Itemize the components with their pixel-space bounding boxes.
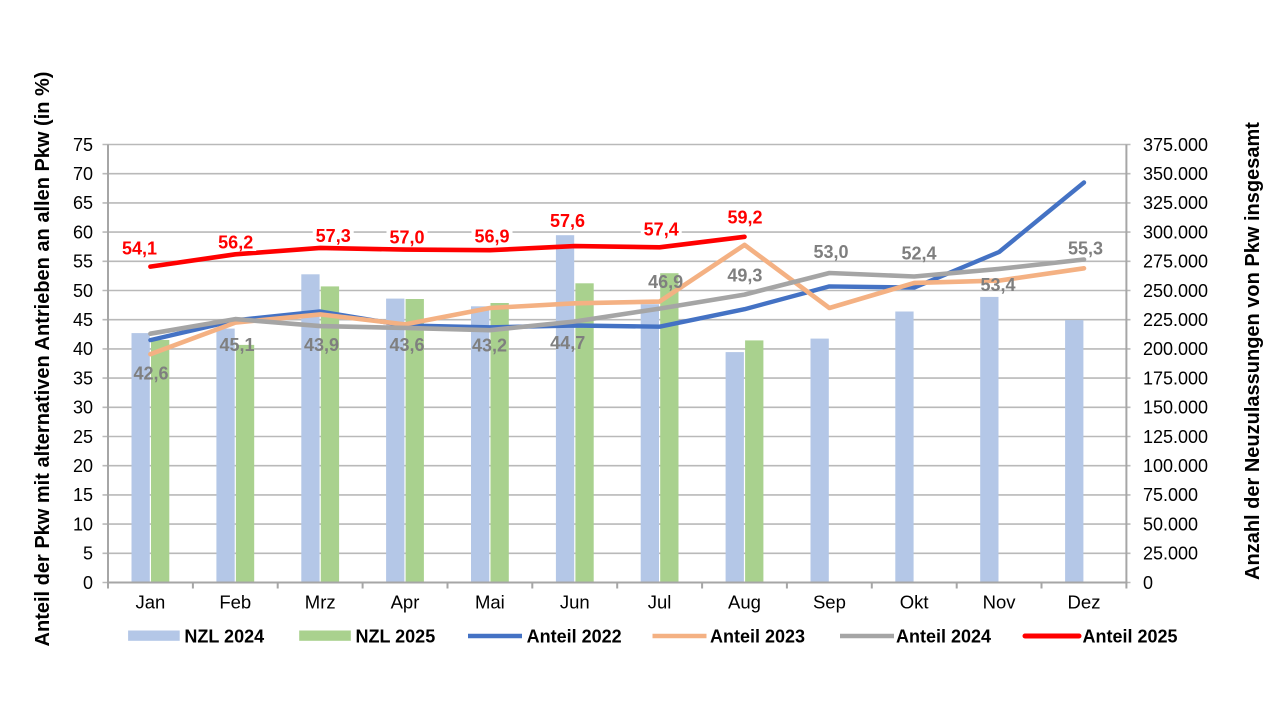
svg-text:200.000: 200.000 [1143,339,1208,359]
svg-text:100.000: 100.000 [1143,456,1208,476]
svg-text:75.000: 75.000 [1143,485,1198,505]
svg-text:20: 20 [73,456,93,476]
svg-text:Sep: Sep [813,591,846,612]
svg-text:325.000: 325.000 [1143,193,1208,213]
svg-text:Jun: Jun [560,591,590,612]
svg-text:0: 0 [83,573,93,593]
svg-text:44,7: 44,7 [550,333,585,353]
svg-text:57,4: 57,4 [644,220,679,240]
svg-text:59,2: 59,2 [727,207,762,227]
svg-text:40: 40 [73,339,93,359]
svg-text:53,4: 53,4 [980,275,1015,295]
svg-text:60: 60 [73,222,93,242]
svg-text:45: 45 [73,310,93,330]
svg-text:42,6: 42,6 [133,363,168,383]
svg-text:225.000: 225.000 [1143,310,1208,330]
svg-text:30: 30 [73,398,93,418]
svg-text:375.000: 375.000 [1143,135,1208,155]
svg-text:NZL 2025: NZL 2025 [356,626,436,646]
svg-text:Feb: Feb [219,591,251,612]
svg-text:52,4: 52,4 [901,244,936,264]
svg-text:70: 70 [73,164,93,184]
svg-text:NZL 2024: NZL 2024 [184,626,264,646]
svg-text:53,0: 53,0 [813,242,848,262]
svg-text:150.000: 150.000 [1143,398,1208,418]
svg-text:57,0: 57,0 [389,227,424,247]
svg-text:55,3: 55,3 [1068,239,1103,259]
svg-text:Anteil 2025: Anteil 2025 [1083,626,1178,646]
svg-text:57,3: 57,3 [316,226,351,246]
svg-text:Apr: Apr [391,591,420,612]
svg-text:75: 75 [73,135,93,155]
svg-text:43,9: 43,9 [304,335,339,355]
svg-text:50.000: 50.000 [1143,514,1198,534]
svg-text:Aug: Aug [728,591,761,612]
svg-text:175.000: 175.000 [1143,368,1208,388]
svg-text:5: 5 [83,544,93,564]
svg-text:300.000: 300.000 [1143,222,1208,242]
svg-text:15: 15 [73,485,93,505]
svg-text:Anteil 2023: Anteil 2023 [710,626,805,646]
svg-text:Anteil 2022: Anteil 2022 [527,626,622,646]
svg-text:Mrz: Mrz [305,591,336,612]
svg-text:56,2: 56,2 [218,232,253,252]
svg-text:250.000: 250.000 [1143,281,1208,301]
svg-text:125.000: 125.000 [1143,427,1208,447]
svg-text:Anteil 2024: Anteil 2024 [896,626,991,646]
svg-text:Jul: Jul [648,591,672,612]
svg-text:43,2: 43,2 [472,335,507,355]
svg-text:43,6: 43,6 [389,335,424,355]
svg-text:55: 55 [73,252,93,272]
svg-text:46,9: 46,9 [648,272,683,292]
svg-text:57,6: 57,6 [550,211,585,231]
svg-text:54,1: 54,1 [122,238,157,258]
svg-text:Nov: Nov [983,591,1017,612]
svg-text:350.000: 350.000 [1143,164,1208,184]
svg-text:56,9: 56,9 [474,227,509,247]
svg-text:35: 35 [73,368,93,388]
svg-text:Okt: Okt [900,591,929,612]
svg-text:25.000: 25.000 [1143,544,1198,564]
svg-text:50: 50 [73,281,93,301]
svg-text:10: 10 [73,514,93,534]
svg-text:49,3: 49,3 [727,266,762,286]
svg-text:Jan: Jan [135,591,165,612]
svg-text:65: 65 [73,193,93,213]
svg-text:Mai: Mai [475,591,505,612]
svg-text:0: 0 [1143,573,1153,593]
svg-text:45,1: 45,1 [219,335,254,355]
svg-text:Anzahl der Neuzulassungen von: Anzahl der Neuzulassungen von Pkw insges… [1242,122,1264,580]
svg-text:Anteil der Pkw mit alternative: Anteil der Pkw mit alternativen Antriebe… [32,72,54,647]
svg-text:Dez: Dez [1068,591,1101,612]
svg-text:275.000: 275.000 [1143,252,1208,272]
svg-text:25: 25 [73,427,93,447]
